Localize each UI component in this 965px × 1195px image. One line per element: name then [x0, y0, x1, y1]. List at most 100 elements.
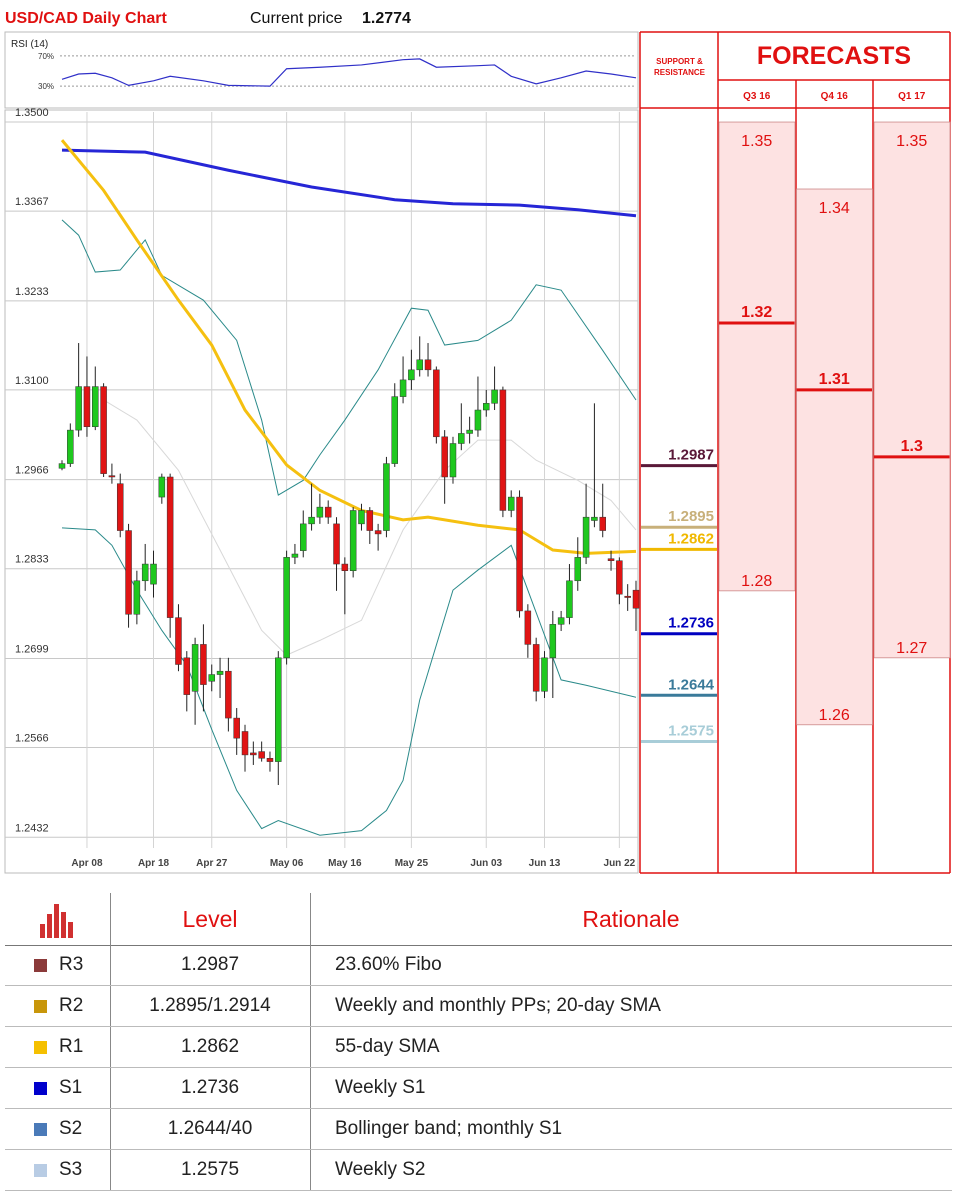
row-label: R3 — [59, 954, 84, 975]
candle-body — [341, 563, 349, 571]
forecast-low: 1.28 — [741, 573, 772, 590]
x-tick-label: May 16 — [328, 858, 362, 869]
candle-body — [100, 386, 107, 474]
candle-body — [582, 516, 590, 558]
candle-body — [491, 389, 498, 404]
x-tick-label: Jun 03 — [470, 858, 502, 869]
level-label: 1.2644 — [668, 676, 715, 693]
candle-body — [416, 359, 423, 371]
table-row: S3 1.2575 Weekly S2 — [5, 1150, 952, 1191]
table-row: R2 1.2895/1.2914 Weekly and monthly PPs; 2… — [5, 986, 952, 1027]
candle-body — [408, 369, 415, 381]
candle-body — [474, 409, 482, 431]
chart-title: USD/CAD Daily Chart — [5, 10, 167, 27]
row-swatch — [34, 945, 47, 985]
row-level: 1.2575 — [180, 1159, 240, 1180]
candle-body — [541, 657, 548, 692]
candle-body — [291, 553, 299, 558]
candle-body — [92, 386, 99, 428]
bar-icon — [40, 904, 73, 938]
forecasts-title: FORECASTS — [756, 42, 912, 70]
table-row: R3 1.2987 23.60% Fibo — [5, 945, 952, 986]
candle-body — [524, 610, 532, 645]
candle-body — [349, 510, 357, 571]
candle-body — [200, 644, 207, 685]
y-tick-label: 1.2699 — [15, 643, 49, 655]
candle-body — [116, 483, 124, 531]
level-label: 1.2862 — [668, 530, 714, 547]
forecast-range — [718, 121, 796, 592]
candle-body — [449, 443, 457, 478]
candle-body — [516, 496, 523, 612]
forecast-high: 1.35 — [741, 133, 772, 150]
row-swatch — [34, 1068, 47, 1108]
candle-body — [283, 557, 290, 659]
candle-body — [133, 580, 141, 615]
row-rationale: Weekly S2 — [335, 1159, 426, 1180]
row-label: R2 — [59, 995, 84, 1016]
y-tick-label: 1.2966 — [15, 465, 49, 477]
candle-body — [383, 463, 390, 531]
candle-body — [624, 595, 631, 598]
rsi-tick-label: 70% — [38, 52, 54, 61]
forecast-column-name: Q1 17 — [898, 91, 926, 102]
y-tick-label: 1.3500 — [15, 107, 49, 119]
swatch — [34, 1163, 47, 1177]
candle-body — [225, 670, 232, 719]
row-swatch — [34, 1150, 47, 1190]
candle-body — [532, 644, 540, 692]
row-rationale: Bollinger band; monthly S1 — [335, 1118, 563, 1139]
x-tick-label: May 06 — [270, 858, 304, 869]
indicator-line — [61, 219, 637, 496]
price: 1.2774 — [362, 10, 411, 27]
y-tick-label: 1.2833 — [15, 554, 49, 566]
row-rationale: Weekly and monthly PPs; 20-day SMA — [335, 995, 661, 1016]
candle-body — [507, 496, 515, 511]
candle-body — [233, 717, 240, 739]
row-swatch — [34, 986, 47, 1026]
candle-body — [275, 657, 282, 762]
row-swatch — [34, 1027, 47, 1067]
candle-body — [175, 617, 182, 665]
candle-body — [566, 580, 573, 618]
indicator-line — [103, 399, 637, 656]
candle-body — [166, 476, 174, 618]
candle-body — [391, 396, 399, 464]
candle-body — [208, 674, 215, 682]
candle-body — [308, 516, 315, 525]
swatch — [34, 1081, 47, 1095]
swatch — [34, 1040, 47, 1054]
forecast-range — [796, 188, 873, 726]
forecast-mid-label: 1.32 — [741, 304, 772, 321]
rsi-title: RSI (14) — [11, 39, 48, 50]
plot-frame — [4, 109, 639, 874]
candle-body — [458, 433, 465, 444]
col-divider — [110, 893, 111, 1190]
candle-body — [125, 530, 132, 615]
forecast-mid-label: 1.31 — [819, 371, 850, 388]
candle-body — [441, 436, 448, 478]
rsi-line — [61, 58, 637, 87]
candle-body — [366, 510, 374, 531]
swatch — [34, 958, 47, 972]
row-rationale: 23.60% Fibo — [335, 954, 442, 975]
x-tick-label: Apr 08 — [71, 858, 103, 869]
chart: USD/CAD Daily Chart Current price 1.2774… — [4, 10, 951, 874]
x-tick-label: May 25 — [395, 858, 429, 869]
table-row: R1 1.2862 55-day SMA — [5, 1027, 952, 1068]
rsi-frame — [4, 31, 639, 109]
candle-body — [324, 506, 332, 518]
table-row: S2 1.2644/40 Bollinger band; monthly S1 — [5, 1109, 952, 1150]
rsi-tick-label: 30% — [38, 82, 54, 91]
y-tick-label: 1.3233 — [15, 286, 49, 298]
row-level: 1.2862 — [180, 1036, 240, 1057]
x-tick-label: Jun 13 — [529, 858, 561, 869]
row-level: 1.2736 — [180, 1077, 240, 1098]
candle-body — [399, 379, 407, 397]
candle-body — [607, 558, 615, 561]
candle-body — [299, 523, 307, 551]
level-label: 1.2895 — [668, 508, 714, 525]
price-label: Current price — [250, 10, 343, 27]
header-level: Level — [182, 905, 238, 932]
